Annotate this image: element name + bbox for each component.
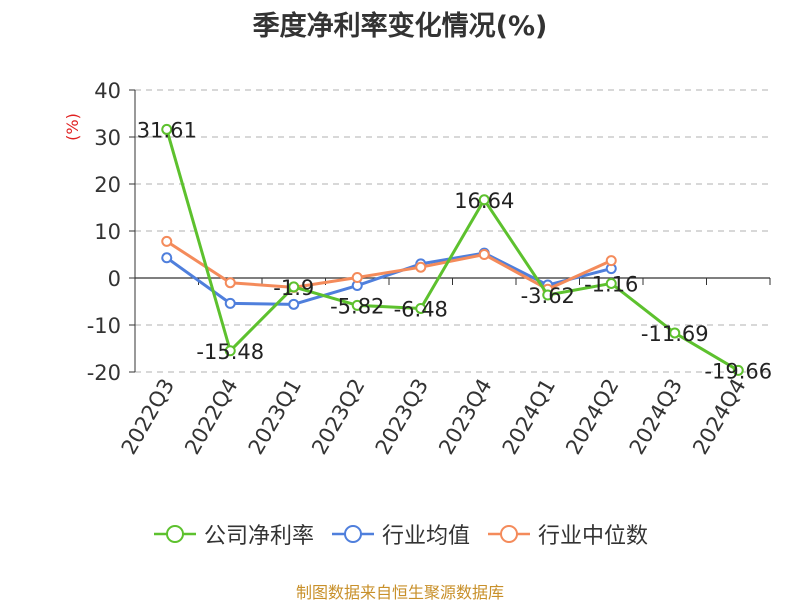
series-line bbox=[165, 240, 612, 291]
legend-item[interactable]: 行业中位数 bbox=[486, 518, 648, 550]
x-tick-label: 2022Q4 bbox=[180, 375, 242, 459]
data-point bbox=[224, 277, 236, 289]
data-point bbox=[732, 364, 744, 376]
data-point bbox=[605, 277, 617, 289]
x-tick-label: 2023Q3 bbox=[371, 375, 433, 459]
source-note: 制图数据来自恒生聚源数据库 bbox=[295, 583, 504, 602]
data-label: -1.16 bbox=[584, 272, 638, 296]
data-point bbox=[161, 252, 173, 264]
legend-marker-icon bbox=[331, 525, 374, 543]
data-point bbox=[478, 194, 490, 206]
data-label: -6.48 bbox=[394, 297, 448, 321]
series-line bbox=[165, 129, 740, 372]
legend-marker-icon bbox=[153, 525, 196, 543]
data-point bbox=[288, 281, 300, 293]
legend: 公司净利率 行业均值 行业中位数 bbox=[0, 518, 800, 550]
data-point bbox=[351, 272, 363, 284]
x-tick-label: 2023Q2 bbox=[307, 375, 369, 459]
data-point bbox=[161, 235, 173, 247]
x-tick-label: 2023Q1 bbox=[244, 375, 306, 459]
legend-label: 行业均值 bbox=[381, 524, 470, 549]
y-axis-unit: (%) bbox=[63, 113, 82, 141]
data-label: 31.61 bbox=[137, 118, 197, 142]
data-label-layer: 31.61 -15.48 -1.9 -5.82 -6.48 16.64 -3.62 -1.16… bbox=[137, 118, 772, 383]
x-tick-label: 2024Q1 bbox=[498, 375, 560, 459]
data-label: -3.62 bbox=[521, 284, 575, 308]
legend-item[interactable]: 行业均值 bbox=[330, 518, 470, 550]
x-tick-label: 2024Q3 bbox=[625, 375, 687, 459]
data-label: -1.9 bbox=[273, 276, 314, 300]
x-tick-label: 2022Q3 bbox=[117, 375, 179, 459]
data-point bbox=[161, 123, 173, 135]
data-label: -5.82 bbox=[330, 294, 384, 318]
y-tick-label: 40 bbox=[94, 79, 121, 103]
y-tick-label: -10 bbox=[87, 314, 121, 338]
data-point bbox=[605, 255, 617, 267]
data-point bbox=[478, 249, 490, 260]
y-tick-label: -20 bbox=[87, 361, 121, 385]
x-tick-label: 2024Q2 bbox=[561, 375, 623, 459]
series-layer bbox=[161, 123, 744, 376]
x-tick-label: 2024Q4 bbox=[688, 375, 750, 459]
y-tick-label: 30 bbox=[94, 126, 121, 150]
y-tick-label: 20 bbox=[94, 173, 121, 197]
data-label: 16.64 bbox=[454, 189, 514, 213]
data-point bbox=[542, 289, 554, 301]
data-label: -11.69 bbox=[641, 322, 709, 346]
data-point bbox=[224, 297, 236, 309]
chart-title: 季度净利率变化情况(%) bbox=[252, 11, 548, 42]
data-point bbox=[415, 261, 427, 273]
data-point bbox=[669, 327, 681, 339]
data-label: -19.66 bbox=[704, 359, 772, 383]
legend-marker-icon bbox=[488, 525, 530, 543]
y-tick-label: 0 bbox=[108, 267, 121, 291]
data-label: -15.48 bbox=[196, 340, 264, 364]
legend-label: 行业中位数 bbox=[538, 524, 649, 549]
legend-label: 公司净利率 bbox=[203, 524, 314, 549]
y-tick-label: 10 bbox=[94, 220, 121, 244]
data-point bbox=[415, 302, 427, 314]
data-point bbox=[224, 345, 236, 357]
data-point bbox=[351, 299, 363, 311]
x-tick-label: 2023Q4 bbox=[434, 375, 496, 459]
legend-item[interactable]: 公司净利率 bbox=[152, 518, 314, 550]
data-point bbox=[288, 298, 300, 310]
